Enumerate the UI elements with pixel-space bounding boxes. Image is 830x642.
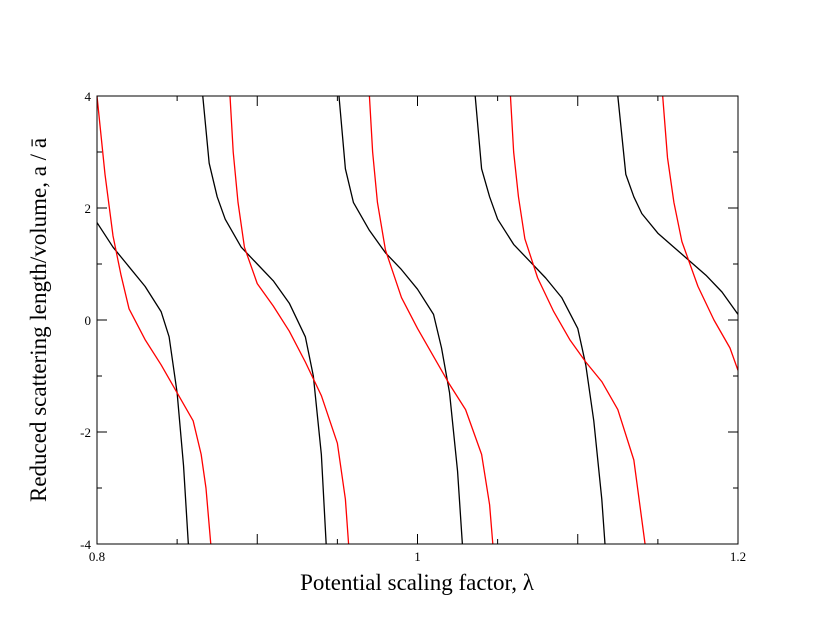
plot-frame [96,95,739,545]
x-tick-label: 1 [414,549,421,564]
x-tick-label: 1.2 [730,549,746,564]
tick-label-layer: 0.8 1 1.2 -4 -2 0 2 4 [80,89,746,564]
series-line-1 [97,96,738,544]
series-layer [97,96,738,544]
y-tick-label: -2 [80,425,91,440]
y-axis-label: Reduced scattering length/volume, a / ā [26,138,51,502]
series-line-2 [97,96,738,544]
y-tick-label: 4 [85,89,92,104]
ticks-layer [96,95,739,545]
x-axis-label: Potential scaling factor, λ [300,570,535,595]
y-tick-label: 2 [85,201,92,216]
y-tick-label: 0 [85,313,92,328]
y-tick-label: -4 [80,537,91,552]
x-tick-label: 0.8 [89,549,105,564]
